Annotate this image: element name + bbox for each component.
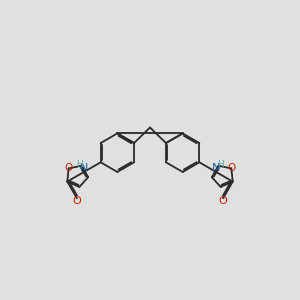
Text: N: N [212,163,220,173]
Text: O: O [64,164,73,173]
Text: H: H [76,160,83,169]
Text: O: O [227,164,236,173]
Text: O: O [219,196,227,206]
Text: H: H [218,160,224,169]
Text: N: N [80,163,88,173]
Text: O: O [73,196,81,206]
